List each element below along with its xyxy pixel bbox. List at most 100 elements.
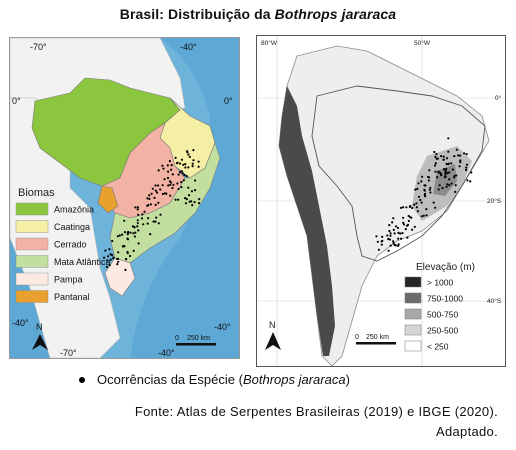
occurrence-point (447, 150, 450, 153)
occurrence-point (123, 219, 126, 222)
occurrence-point (457, 154, 460, 157)
elevation-swatch (404, 308, 422, 320)
occurrence-point (442, 158, 445, 161)
grid-label-50w: 50°W (414, 39, 431, 47)
occurrence-point (388, 238, 391, 241)
occurrence-point (109, 258, 112, 261)
occurrence-point (178, 162, 182, 165)
elevation-swatch (404, 324, 422, 336)
brazil-outline (311, 85, 486, 262)
occurrence-point (401, 232, 404, 235)
occurrence-point (411, 228, 414, 231)
occurrence-point (419, 198, 422, 202)
occurrence-point (438, 184, 441, 187)
occurrence-point (109, 253, 112, 256)
occurrence-point (406, 236, 409, 239)
occurrence-point (104, 249, 107, 252)
occurrence-point (154, 203, 157, 206)
grid-label-equator: 0° (495, 94, 502, 102)
occurrence-point (446, 157, 449, 160)
occurrence-point (155, 216, 158, 219)
occurrence-point (402, 221, 405, 224)
occurrence-point (193, 201, 196, 204)
occurrence-point (447, 137, 450, 140)
north-arrow-icon (265, 332, 281, 350)
scale-zero-label: 0 (355, 334, 359, 341)
occurrence-point (170, 164, 173, 167)
occurrence-point (137, 242, 140, 245)
occurrence-point (149, 203, 152, 206)
occurrence-point (444, 175, 447, 178)
source-note: Fonte: Atlas de Serpentes Brasileiras (2… (58, 402, 498, 442)
occurrence-point (182, 163, 185, 166)
occurrence-point (386, 234, 389, 237)
occurrence-point (174, 198, 177, 201)
occurrence-point (163, 178, 166, 181)
occurrence-point (442, 168, 446, 171)
biomes-legend: Amazônia Caatinga Cerrado Mata Atlântica Pam… (15, 202, 111, 303)
occurrence-point (116, 263, 119, 266)
occurrence-point (425, 214, 428, 217)
occurrence-point (388, 224, 391, 227)
occurrence-point (191, 162, 194, 165)
occurrence-point (103, 256, 106, 259)
occurrence-point (147, 217, 150, 220)
occurrence-point (171, 186, 174, 190)
grid-label-80w: 80°W (261, 39, 278, 47)
occurrence-point (446, 172, 449, 175)
scale-bar (356, 342, 396, 345)
occurrence-point (420, 201, 423, 204)
occurrence-point (136, 222, 139, 225)
occurrence-point (172, 183, 175, 186)
occurrence-point (148, 197, 151, 200)
occurrence-point (380, 240, 383, 243)
occurrence-point (146, 197, 149, 200)
north-arrow-icon (32, 334, 48, 350)
occurrence-point (184, 166, 187, 169)
occurrence-point (122, 245, 125, 248)
occurrence-point (397, 237, 400, 240)
occurrence-point (157, 169, 160, 172)
occurrence-point (435, 157, 438, 160)
occurrence-point (388, 229, 391, 233)
occurrence-point (455, 148, 458, 151)
occurrence-point (128, 254, 132, 258)
occurrence-point (177, 187, 180, 191)
deep-ocean-shade (130, 38, 239, 358)
occurrence-point (402, 216, 405, 219)
occurrence-point (445, 185, 448, 188)
biome-swatch (15, 202, 49, 216)
north-arrow-label: N (269, 320, 276, 330)
occurrence-point (416, 187, 419, 190)
occurrence-point (422, 214, 425, 217)
occurrence-legend-species: Bothrops jararaca (242, 372, 346, 387)
occurrence-point (167, 170, 170, 173)
occurrence-point (448, 184, 451, 187)
occurrence-point (413, 225, 416, 228)
grid-label-bottom-left: -70° (60, 348, 77, 358)
occurrence-point (392, 240, 395, 243)
occurrence-point (153, 196, 156, 199)
occurrence-point (126, 231, 130, 234)
biome-swatch (15, 290, 49, 303)
grid-label-south-left: -40° (12, 318, 29, 328)
occurrence-point (389, 232, 392, 235)
occurrence-point (421, 175, 424, 178)
grid-label-40s: 40°S (487, 297, 502, 305)
grid-label-equator-right: 0° (224, 96, 233, 106)
occurrence-point (191, 165, 194, 168)
occurrence-point (415, 202, 418, 205)
occurrence-point (136, 219, 139, 222)
biome-legend-label: Caatinga (54, 222, 90, 232)
occurrence-point (197, 165, 200, 168)
occurrence-point (168, 180, 171, 183)
biome-legend-label: Pampa (54, 275, 83, 285)
occurrence-point (162, 167, 165, 170)
elevation-legend: > 1000 750-1000 500-750 250-500 < 250 (404, 276, 463, 352)
occurrence-point (188, 155, 191, 158)
occurrence-point (136, 225, 139, 228)
occurrence-point (150, 192, 153, 195)
occurrence-point (407, 214, 410, 218)
grid-label-bottom-right: -40° (158, 348, 175, 358)
occurrence-point (402, 206, 405, 209)
